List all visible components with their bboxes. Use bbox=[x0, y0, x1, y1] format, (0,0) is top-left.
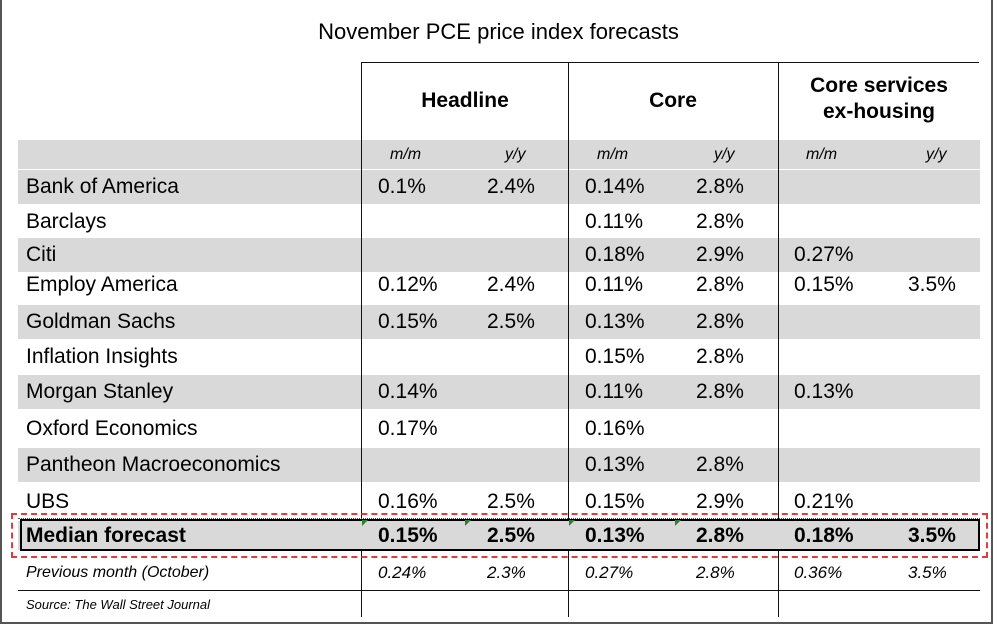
previous-cell: 0.36% bbox=[794, 563, 843, 582]
table-cell: 0.18% bbox=[585, 243, 645, 266]
table-cell: 0.17% bbox=[378, 417, 438, 440]
table-cell: 2.8% bbox=[696, 380, 744, 403]
table-cell: 0.15% bbox=[378, 310, 438, 333]
previous-cell: 0.24% bbox=[378, 563, 427, 582]
table-cell: 2.4% bbox=[487, 175, 535, 198]
previous-cell: 0.27% bbox=[585, 563, 634, 582]
row-label: UBS bbox=[26, 490, 70, 513]
cell-marker bbox=[569, 520, 575, 526]
row-label: Goldman Sachs bbox=[26, 310, 176, 333]
table-cell: 2.9% bbox=[696, 490, 744, 513]
previous-cell: 2.3% bbox=[487, 563, 526, 582]
table-cell: 2.8% bbox=[696, 310, 744, 333]
median-cell: 0.15% bbox=[378, 524, 438, 547]
column-group-header: Core services ex-housing bbox=[810, 74, 948, 123]
table-cell: 0.11% bbox=[585, 210, 643, 233]
previous-cell: 3.5% bbox=[908, 563, 947, 582]
table-cell: 0.14% bbox=[585, 175, 645, 198]
median-cell: 2.8% bbox=[696, 524, 744, 547]
median-label: Median forecast bbox=[26, 524, 186, 547]
row-label: Citi bbox=[26, 243, 57, 266]
bottom-rule bbox=[18, 590, 980, 591]
table-cell: 2.8% bbox=[696, 273, 744, 296]
row-label: Pantheon Macroeconomics bbox=[26, 453, 281, 476]
median-cell: 0.13% bbox=[585, 524, 645, 547]
table-cell: 0.1% bbox=[378, 175, 426, 198]
row-band bbox=[18, 238, 980, 272]
table-cell: 0.15% bbox=[794, 273, 854, 296]
subheader-band bbox=[18, 140, 980, 169]
table-cell: 0.12% bbox=[378, 273, 438, 296]
median-highlight bbox=[11, 513, 988, 558]
table-cell: 0.13% bbox=[585, 310, 645, 333]
chart-title: November PCE price index forecasts bbox=[318, 19, 679, 44]
median-row-border bbox=[20, 519, 980, 551]
subcolumn-header: m/m bbox=[390, 146, 422, 163]
table-cell: 2.5% bbox=[487, 310, 535, 333]
table-cell: 0.11% bbox=[585, 273, 643, 296]
row-band bbox=[18, 375, 980, 409]
table-cell: 2.9% bbox=[696, 243, 744, 266]
row-label: Inflation Insights bbox=[26, 345, 178, 368]
previous-label: Previous month (October) bbox=[26, 564, 210, 581]
column-group-header: Core bbox=[649, 89, 697, 112]
table-cell: 2.4% bbox=[487, 273, 535, 296]
cell-marker bbox=[362, 520, 368, 526]
table-cell: 0.16% bbox=[585, 417, 645, 440]
subcolumn-header: m/m bbox=[597, 146, 629, 163]
row-band bbox=[18, 305, 980, 339]
table-cell: 2.8% bbox=[696, 210, 744, 233]
median-cell: 3.5% bbox=[908, 524, 956, 547]
column-group-header: Headline bbox=[421, 89, 509, 112]
table-cell: 0.11% bbox=[585, 380, 643, 403]
median-separator bbox=[18, 518, 980, 519]
cell-marker bbox=[675, 520, 681, 526]
row-label: Morgan Stanley bbox=[26, 380, 174, 403]
table-cell: 0.13% bbox=[585, 453, 645, 476]
row-label: Employ America bbox=[26, 273, 178, 296]
row-label: Bank of America bbox=[26, 175, 179, 198]
table-cell: 0.27% bbox=[794, 243, 854, 266]
table-cell: 3.5% bbox=[908, 273, 956, 296]
row-label: Oxford Economics bbox=[26, 417, 198, 440]
median-cell: 2.5% bbox=[487, 524, 535, 547]
source-note: Source: The Wall Street Journal bbox=[26, 597, 211, 612]
median-cell: 0.18% bbox=[794, 524, 854, 547]
table-cell: 0.15% bbox=[585, 490, 645, 513]
cell-marker bbox=[465, 520, 471, 526]
table-cell: 2.8% bbox=[696, 453, 744, 476]
header-rule bbox=[361, 62, 979, 63]
subcolumn-header: y/y bbox=[714, 146, 735, 163]
table-cell: 0.14% bbox=[378, 380, 438, 403]
row-label: Barclays bbox=[26, 210, 107, 233]
row-band bbox=[18, 170, 980, 204]
column-rule bbox=[778, 62, 779, 617]
subcolumn-header: y/y bbox=[926, 146, 947, 163]
table-cell: 0.15% bbox=[585, 345, 645, 368]
table-cell: 0.16% bbox=[378, 490, 438, 513]
median-band bbox=[18, 521, 980, 550]
table-cell: 0.13% bbox=[794, 380, 854, 403]
table-cell: 2.8% bbox=[696, 175, 744, 198]
row-band bbox=[18, 448, 980, 482]
subcolumn-header: m/m bbox=[806, 146, 838, 163]
column-rule bbox=[361, 62, 362, 617]
subcolumn-header: y/y bbox=[505, 146, 526, 163]
table-cell: 0.21% bbox=[794, 490, 854, 513]
table-cell: 2.8% bbox=[696, 345, 744, 368]
column-rule bbox=[568, 62, 569, 617]
table-cell: 2.5% bbox=[487, 490, 535, 513]
previous-cell: 2.8% bbox=[696, 563, 735, 582]
